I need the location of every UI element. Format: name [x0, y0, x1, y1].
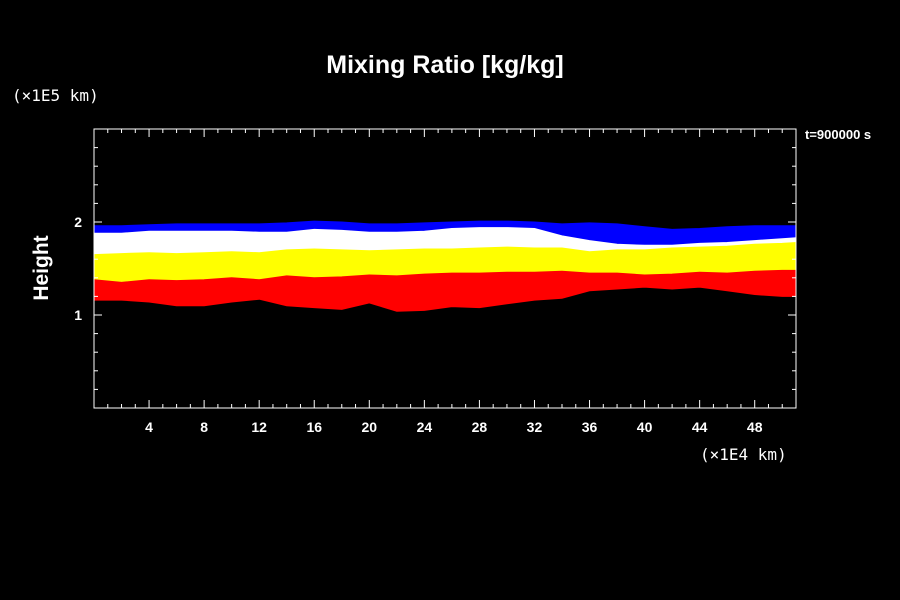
plot-frame	[93, 128, 797, 409]
y-axis-ticks: 12	[74, 128, 796, 409]
time-label: t=900000 s	[805, 127, 871, 142]
y-tick-label: 2	[74, 214, 82, 230]
x-axis-ticks: 4 8 12 16 20 24 28 32 36 40 44 48	[93, 129, 797, 435]
y-axis-unit: (×1E5 km)	[12, 86, 99, 105]
x-tick-label: 8	[200, 419, 208, 435]
x-axis-unit: (×1E4 km)	[700, 445, 787, 464]
x-tick-label: 36	[582, 419, 598, 435]
x-tick-label: 32	[527, 419, 543, 435]
x-tick-label: 28	[472, 419, 488, 435]
chart-title: Mixing Ratio [kg/kg]	[326, 51, 564, 79]
x-tick-label: 44	[692, 419, 708, 435]
mixing-ratio-bands	[93, 220, 797, 312]
x-tick-label: 12	[251, 419, 267, 435]
plot-border	[93, 128, 797, 409]
x-tick-label: 48	[747, 419, 763, 435]
x-tick-label: 16	[306, 419, 322, 435]
x-tick-label: 24	[417, 419, 433, 435]
y-axis-label: Height	[30, 235, 53, 300]
x-tick-label: 20	[362, 419, 378, 435]
x-tick-label: 4	[145, 419, 153, 435]
y-tick-label: 1	[74, 307, 82, 323]
x-tick-label: 40	[637, 419, 653, 435]
